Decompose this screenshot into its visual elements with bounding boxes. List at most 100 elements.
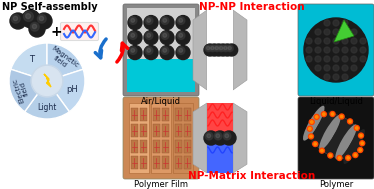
Circle shape xyxy=(215,46,218,50)
Circle shape xyxy=(324,74,330,80)
Circle shape xyxy=(309,119,314,125)
Circle shape xyxy=(179,18,183,22)
Wedge shape xyxy=(47,69,85,112)
Circle shape xyxy=(144,15,158,29)
Circle shape xyxy=(360,38,366,44)
Circle shape xyxy=(147,33,151,37)
Circle shape xyxy=(226,44,237,56)
Circle shape xyxy=(329,154,332,157)
Circle shape xyxy=(315,29,321,35)
Circle shape xyxy=(144,31,158,45)
Circle shape xyxy=(177,17,185,24)
FancyBboxPatch shape xyxy=(153,140,160,153)
Circle shape xyxy=(129,47,137,54)
Circle shape xyxy=(13,16,18,21)
Circle shape xyxy=(11,14,20,23)
FancyBboxPatch shape xyxy=(153,156,160,169)
Wedge shape xyxy=(47,43,83,81)
Circle shape xyxy=(328,153,333,158)
FancyBboxPatch shape xyxy=(140,108,147,121)
Circle shape xyxy=(354,125,359,130)
Circle shape xyxy=(347,119,353,124)
FancyBboxPatch shape xyxy=(131,156,138,169)
FancyBboxPatch shape xyxy=(153,124,160,137)
FancyBboxPatch shape xyxy=(184,108,191,121)
Circle shape xyxy=(128,31,142,45)
Circle shape xyxy=(360,141,365,146)
Circle shape xyxy=(324,20,330,26)
Ellipse shape xyxy=(327,120,349,155)
FancyArrowPatch shape xyxy=(95,39,106,58)
Circle shape xyxy=(160,46,174,60)
FancyBboxPatch shape xyxy=(127,8,195,59)
Circle shape xyxy=(339,114,344,119)
Circle shape xyxy=(145,17,153,24)
FancyArrowPatch shape xyxy=(117,43,128,62)
Circle shape xyxy=(340,115,343,118)
Circle shape xyxy=(160,15,174,29)
Circle shape xyxy=(330,112,335,116)
Circle shape xyxy=(221,44,233,56)
Circle shape xyxy=(161,32,169,40)
Circle shape xyxy=(163,18,167,22)
Circle shape xyxy=(216,134,220,138)
Circle shape xyxy=(208,44,220,56)
Circle shape xyxy=(217,44,229,56)
FancyBboxPatch shape xyxy=(207,103,233,138)
FancyBboxPatch shape xyxy=(207,10,233,90)
Circle shape xyxy=(179,33,183,37)
Circle shape xyxy=(131,18,135,22)
Text: Liquid/Liquid: Liquid/Liquid xyxy=(309,97,363,106)
Text: Polymer Film: Polymer Film xyxy=(134,180,188,189)
Circle shape xyxy=(206,46,210,50)
Circle shape xyxy=(361,142,364,144)
Circle shape xyxy=(333,47,339,53)
Circle shape xyxy=(24,12,33,21)
FancyBboxPatch shape xyxy=(129,103,149,173)
Circle shape xyxy=(163,48,167,52)
Circle shape xyxy=(177,47,185,54)
Text: NP-NP Interaction: NP-NP Interaction xyxy=(199,2,305,12)
Text: NP-Matrix Interaction: NP-Matrix Interaction xyxy=(188,171,316,181)
Circle shape xyxy=(323,113,325,115)
Circle shape xyxy=(315,47,321,53)
Circle shape xyxy=(222,131,236,145)
Circle shape xyxy=(218,45,225,52)
Circle shape xyxy=(213,44,225,56)
Circle shape xyxy=(214,132,222,140)
FancyBboxPatch shape xyxy=(184,124,191,137)
Circle shape xyxy=(147,48,151,52)
Circle shape xyxy=(161,17,169,24)
Circle shape xyxy=(32,24,37,29)
Circle shape xyxy=(347,157,349,159)
Circle shape xyxy=(160,31,174,45)
Circle shape xyxy=(225,134,229,138)
FancyBboxPatch shape xyxy=(131,124,138,137)
Circle shape xyxy=(324,47,330,53)
Circle shape xyxy=(333,74,339,80)
FancyBboxPatch shape xyxy=(184,140,191,153)
Circle shape xyxy=(304,18,368,82)
Circle shape xyxy=(333,65,339,71)
FancyBboxPatch shape xyxy=(123,4,199,96)
Circle shape xyxy=(310,121,313,123)
Text: Magnetic
field: Magnetic field xyxy=(46,45,79,74)
Circle shape xyxy=(319,148,324,153)
Circle shape xyxy=(333,38,339,44)
Text: Electric
field: Electric field xyxy=(12,75,32,104)
FancyBboxPatch shape xyxy=(140,124,147,137)
Circle shape xyxy=(337,156,342,160)
Circle shape xyxy=(129,17,137,24)
Circle shape xyxy=(144,46,158,60)
Circle shape xyxy=(321,149,323,152)
Polygon shape xyxy=(44,74,51,87)
Text: Air/Liquid: Air/Liquid xyxy=(141,97,181,106)
Text: Light: Light xyxy=(37,103,57,112)
Circle shape xyxy=(223,132,231,140)
Circle shape xyxy=(315,65,321,71)
FancyBboxPatch shape xyxy=(153,108,160,121)
Circle shape xyxy=(360,134,362,137)
Circle shape xyxy=(31,65,63,97)
Ellipse shape xyxy=(311,110,332,145)
Circle shape xyxy=(145,47,153,54)
